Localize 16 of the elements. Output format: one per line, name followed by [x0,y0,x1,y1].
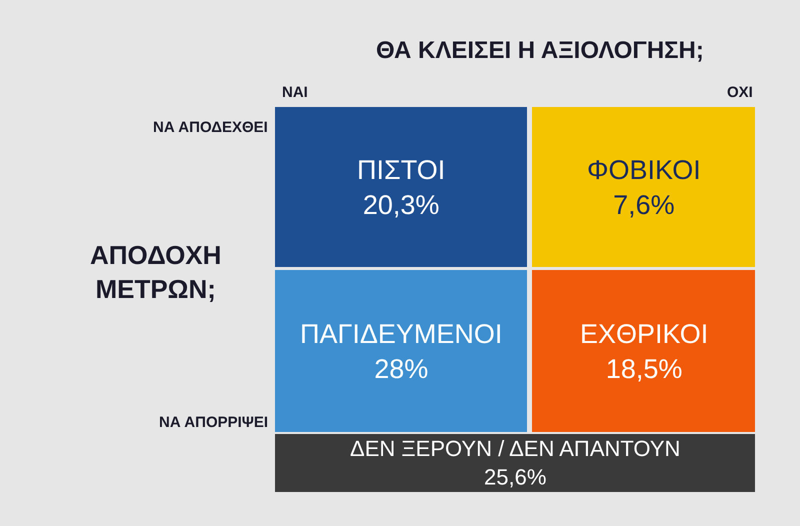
category-label: ΦΟΒΙΚΟΙ [587,155,701,185]
category-label: ΠΙΣΤΟΙ [357,155,446,185]
data-label: 28% [374,354,428,384]
data-label: 20,3% [362,190,440,220]
text: ΘΑ ΚΛΕΙΣΕΙ Η ΑΞΙΟΛΟΓΗΣΗ; [376,37,704,64]
text: ΟΧΙ [727,84,753,101]
data-label: 25,6% [484,464,546,490]
category-label: ΕΧΘΡΙΚΟΙ [580,319,708,349]
data-label: 7,6% [613,190,675,220]
data-label: 18,5% [606,354,682,384]
text: ΝΑ ΑΠΟΡΡΙΨΕΙ [159,414,268,431]
text: ΝΑΙ [282,84,308,101]
text: ΝΑ ΑΠΟΔΕΧΘΕΙ [153,119,268,136]
text: ΑΠΟΔΟΧΗ ΜΕΤΡΩΝ; [90,240,222,304]
category-label: ΔΕΝ ΞΕΡΟΥΝ / ΔΕΝ ΑΠΑΝΤΟΥΝ [350,436,680,461]
category-label: ΠΑΓΙΔΕΥΜΕΝΟΙ [300,319,502,349]
